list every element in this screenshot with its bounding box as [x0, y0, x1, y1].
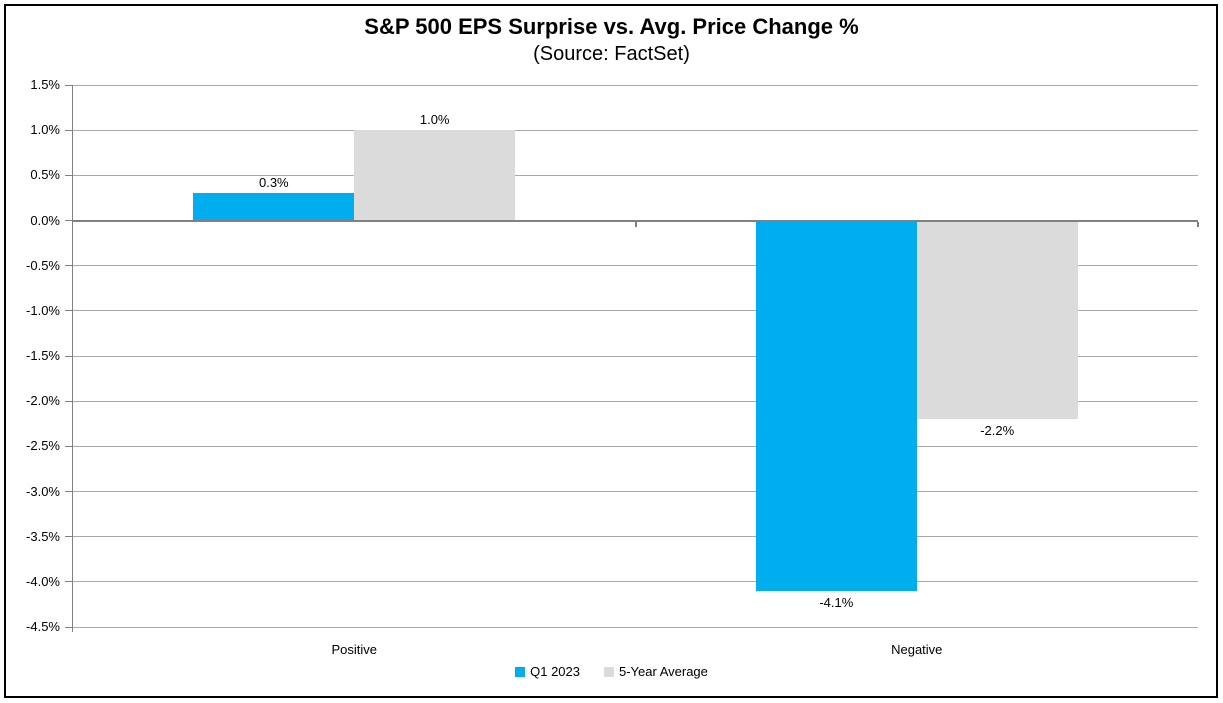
- gridline: [73, 491, 1198, 492]
- gridline: [73, 400, 1198, 402]
- gridline: [73, 536, 1198, 538]
- data-label-q1-2023-positive: 0.3%: [258, 175, 289, 191]
- gridline: [73, 174, 1198, 176]
- y-axis-tick: [65, 310, 73, 312]
- plot-area: 1.5% 1.0% 0.5% 0.0% -0.5% -1.0% -1.5% -2.0% -2.5…: [26, 77, 1199, 657]
- bar-q1-2023-negative: [755, 220, 917, 591]
- x-axis-tick: [1197, 221, 1199, 227]
- chart-subtitle: (Source: FactSet): [533, 43, 690, 65]
- y-axis-tick: [65, 220, 73, 221]
- y-axis-tick: [65, 445, 73, 447]
- legend-label-5-year-average: 5-Year Average: [618, 664, 708, 679]
- y-axis-tick: [65, 400, 73, 402]
- y-tick-label: -3.5%: [26, 528, 60, 544]
- y-tick-label: -1.5%: [26, 348, 60, 363]
- y-axis-tick: [65, 355, 73, 357]
- gridline: [73, 129, 1198, 131]
- y-tick-label: -4.5%: [26, 619, 60, 634]
- category-label-negative: Negative: [891, 642, 943, 657]
- y-axis-tick: [65, 626, 73, 628]
- x-axis-tick: [634, 221, 637, 227]
- gridline: [73, 310, 1198, 312]
- y-axis-tick: [65, 265, 73, 267]
- y-axis-tick: [65, 536, 73, 538]
- legend-label-q1-2023: Q1 2023: [530, 664, 580, 679]
- y-tick-label: 1.5%: [30, 77, 60, 92]
- legend: Q1 2023 5-Year Average: [0, 664, 1223, 679]
- data-label-q1-2023-negative: -4.1%: [819, 594, 854, 610]
- y-axis-tick: [65, 174, 73, 176]
- data-label-5-year-average-negative: -2.2%: [980, 423, 1015, 439]
- y-tick-label: 0.0%: [30, 212, 60, 228]
- gridline: [73, 581, 1198, 583]
- data-label-5-year-average-positive: 1.0%: [419, 112, 450, 128]
- y-axis-tick: [65, 129, 73, 131]
- chart-title: S&P 500 EPS Surprise vs. Avg. Price Chan…: [364, 14, 859, 39]
- y-tick-label: -2.5%: [26, 438, 60, 454]
- y-axis-tick: [65, 84, 73, 86]
- bar-q1-2023-positive: [193, 193, 355, 221]
- x-axis-line: [73, 219, 1198, 222]
- category-label-positive: Positive: [331, 642, 378, 657]
- y-axis-tick: [65, 581, 73, 583]
- gridline: [73, 265, 1198, 267]
- y-tick-label: -4.0%: [26, 573, 60, 589]
- gridline: [73, 626, 1198, 628]
- y-tick-label: -0.5%: [26, 257, 60, 273]
- gridline: [73, 84, 1198, 86]
- gridline: [73, 445, 1198, 447]
- y-axis-line: [72, 85, 73, 632]
- y-tick-label: 0.5%: [30, 167, 60, 183]
- bar-5-year-average-negative: [916, 220, 1078, 420]
- y-tick-label: -3.0%: [26, 483, 60, 499]
- y-tick-label: -2.0%: [26, 393, 60, 409]
- y-tick-label: -1.0%: [26, 302, 60, 318]
- y-tick-label: 1.0%: [30, 122, 60, 138]
- bar-5-year-average-positive: [354, 130, 516, 221]
- legend-swatch-5-year-average: [603, 666, 614, 677]
- legend-item-5-year-average: 5-Year Average: [603, 664, 708, 679]
- legend-swatch-q1-2023: [515, 666, 526, 677]
- y-axis-tick: [65, 491, 73, 492]
- gridline: [73, 355, 1198, 357]
- legend-item-q1-2023: Q1 2023: [515, 664, 580, 679]
